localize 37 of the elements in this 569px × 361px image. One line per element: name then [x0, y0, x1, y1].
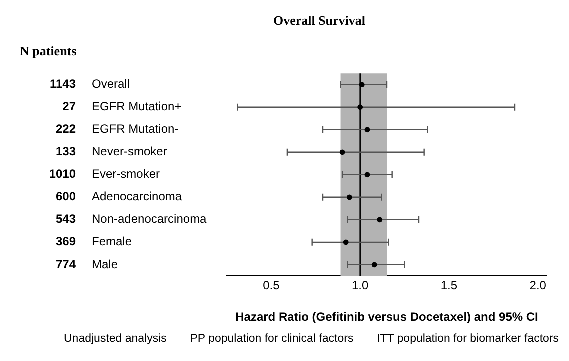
y2-tick-label: 369 — [56, 234, 76, 249]
y-tick-label: Ever-smoker — [92, 167, 160, 182]
point — [359, 82, 365, 88]
y2-tick-label: 133 — [56, 144, 76, 159]
text: PP population for clinical factors — [190, 333, 354, 345]
point — [364, 127, 370, 133]
x-axis-title: Hazard Ratio (Gefitinib versus Docetaxel) and 95% CI — [236, 310, 538, 324]
y2-tick-label: 27 — [62, 100, 76, 114]
legend-title: N patients — [20, 43, 77, 58]
x-tick-label: 1.5 — [440, 278, 458, 293]
point — [377, 217, 383, 223]
y-tick-label: Female — [92, 234, 132, 249]
text: Unadjusted analysis — [64, 333, 167, 345]
y-tick-label: EGFR Mutation+ — [92, 100, 182, 114]
y-tick-label: Non-adenocarcinoma — [92, 212, 208, 226]
y2-tick-label: 1143 — [50, 77, 76, 92]
y-tick-label: Never-smoker — [92, 144, 168, 159]
point — [340, 150, 346, 156]
y2-tick-label: 222 — [56, 122, 76, 136]
point — [346, 194, 352, 200]
y-tick-label: Adenocarcinoma — [92, 190, 182, 204]
x-tick-label: 1.0 — [352, 278, 369, 293]
x-tick-label: 2.0 — [530, 278, 547, 293]
y-tick-label: EGFR Mutation- — [92, 122, 179, 136]
text: ITT population for biomarker factors — [377, 333, 559, 345]
point — [343, 240, 349, 246]
point — [364, 172, 370, 178]
x-tick-label: 0.5 — [263, 278, 280, 293]
chart-title: Overall Survival — [273, 13, 366, 28]
y2-tick-label: 774 — [56, 257, 76, 272]
point — [358, 104, 364, 110]
y-tick-label: Male — [92, 257, 118, 272]
y2-tick-label: 543 — [56, 212, 76, 226]
y-tick-label: Overall — [92, 77, 130, 92]
point — [372, 262, 378, 268]
y2-tick-label: 600 — [56, 190, 76, 204]
y2-tick-label: 1010 — [49, 167, 76, 182]
